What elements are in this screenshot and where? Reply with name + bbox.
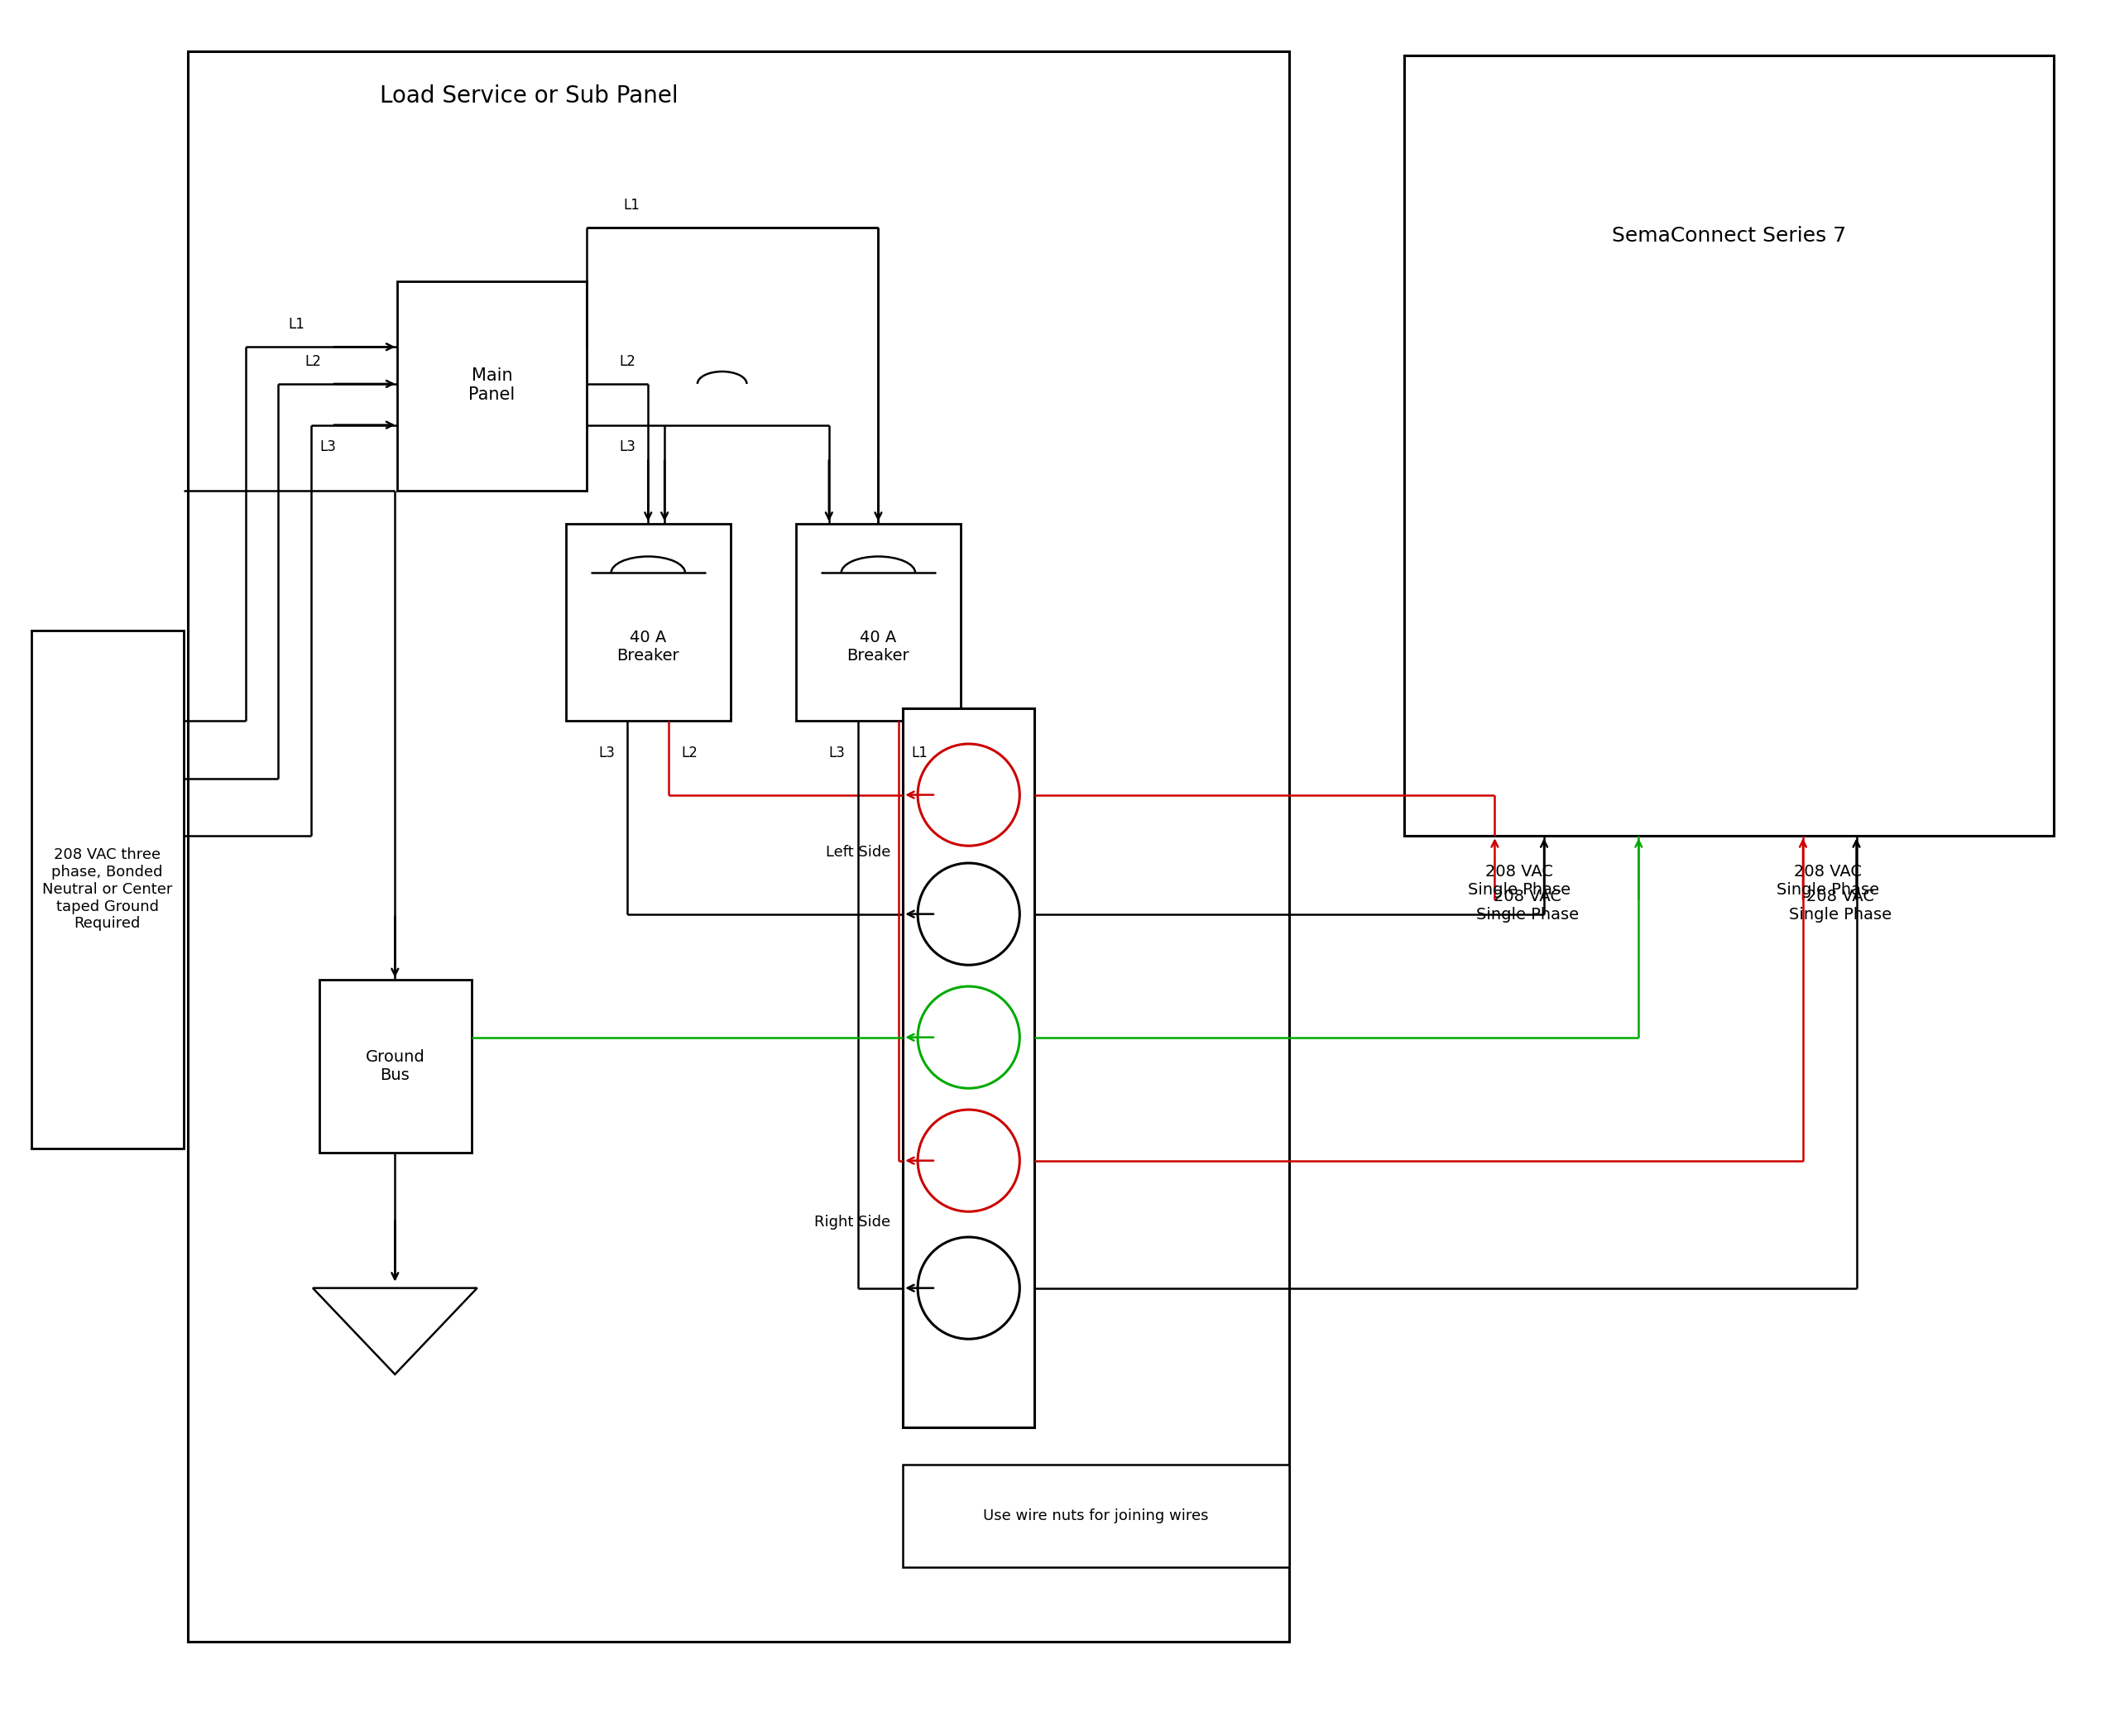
Bar: [903, 708, 1034, 1427]
Text: Right Side: Right Side: [814, 1215, 890, 1229]
Text: 40 A
Breaker: 40 A Breaker: [616, 630, 679, 663]
Text: 208 VAC
Single Phase: 208 VAC Single Phase: [1777, 865, 1880, 898]
Bar: [903, 1465, 1289, 1568]
Text: 208 VAC
Single Phase: 208 VAC Single Phase: [1469, 865, 1570, 898]
Bar: [795, 524, 960, 720]
Text: L2: L2: [620, 354, 635, 370]
Text: Left Side: Left Side: [825, 845, 890, 859]
Text: L3: L3: [599, 745, 616, 760]
Text: 40 A
Breaker: 40 A Breaker: [846, 630, 909, 663]
Text: L1: L1: [289, 318, 304, 332]
Bar: [397, 281, 587, 491]
Text: 208 VAC
Single Phase: 208 VAC Single Phase: [1477, 889, 1578, 924]
Text: L3: L3: [829, 745, 846, 760]
Text: L3: L3: [319, 439, 335, 455]
Bar: [1405, 56, 2053, 837]
Bar: [188, 50, 1289, 1642]
Text: L1: L1: [912, 745, 928, 760]
Text: Ground
Bus: Ground Bus: [365, 1049, 424, 1083]
Text: Use wire nuts for joining wires: Use wire nuts for joining wires: [983, 1509, 1209, 1522]
Bar: [565, 524, 730, 720]
Text: Load Service or Sub Panel: Load Service or Sub Panel: [380, 85, 677, 108]
Text: SemaConnect Series 7: SemaConnect Series 7: [1612, 226, 1846, 247]
Text: 208 VAC
Single Phase: 208 VAC Single Phase: [1789, 889, 1891, 924]
Text: 208 VAC three
phase, Bonded
Neutral or Center
taped Ground
Required: 208 VAC three phase, Bonded Neutral or C…: [42, 847, 173, 930]
Text: L2: L2: [682, 745, 698, 760]
Bar: [319, 979, 471, 1153]
Text: L1: L1: [622, 198, 639, 214]
Text: Main
Panel: Main Panel: [468, 368, 515, 403]
Text: L2: L2: [304, 354, 321, 370]
Bar: [32, 630, 184, 1147]
Text: L3: L3: [620, 439, 635, 455]
